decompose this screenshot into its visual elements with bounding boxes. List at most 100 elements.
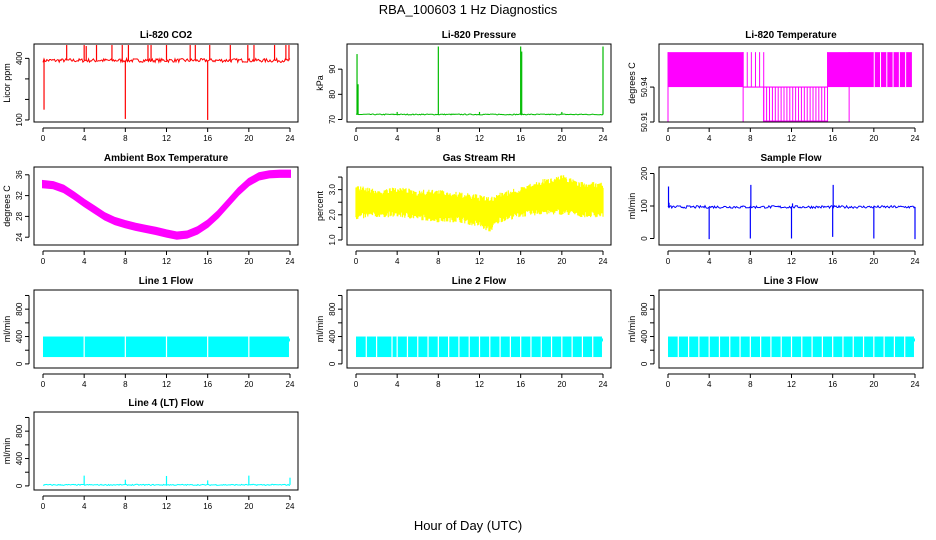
gap-mark: [687, 336, 690, 358]
gap-mark: [770, 336, 772, 358]
data-series: [355, 46, 604, 116]
panel-9: Line 4 (LT) Flow ml/min 0 4 8 12 16 20 24 0 400 800: [2, 398, 299, 511]
y-tick-label: 200: [640, 166, 649, 180]
gap-mark: [873, 336, 875, 358]
x-tick-label: 8: [436, 134, 441, 143]
y-axis-label: ml/min: [627, 193, 637, 220]
figure-title: RBA_100603 1 Hz Diagnostics: [378, 2, 558, 17]
y-axis-label: degrees C: [2, 185, 12, 227]
panel-7: Line 2 Flow ml/min 0 4 8 12 16 20 24 0 400 800: [315, 276, 612, 389]
x-tick-label: 12: [787, 380, 796, 389]
x-tick-label: 12: [475, 257, 484, 266]
y-axis-label: degrees C: [627, 62, 637, 104]
plot-frame: [658, 289, 924, 369]
panel-6: Line 1 Flow ml/min 0 4 8 12 16 20 24 0 400 800: [2, 276, 299, 389]
y-tick-label: 0: [15, 361, 24, 366]
data-series: [668, 336, 915, 358]
y-axis-label: kPa: [315, 75, 325, 91]
panel-5: Sample Flow ml/min 0 4 8 12 16 20 24 0 100 200: [627, 153, 924, 266]
panel-3: Ambient Box Temperature degrees C 0 4 8 12 16 2…: [2, 153, 299, 266]
x-tick-label: 16: [203, 257, 212, 266]
y-tick-label: 400: [640, 329, 649, 343]
y-tick-label: 24: [15, 232, 24, 241]
y-tick-label: 400: [15, 51, 24, 65]
gap-mark: [801, 336, 803, 358]
x-tick-label: 0: [666, 257, 671, 266]
gap-mark: [520, 336, 522, 358]
x-tick-label: 20: [869, 134, 878, 143]
x-tick-label: 0: [666, 134, 671, 143]
x-tick-label: 12: [787, 134, 796, 143]
gap-mark: [396, 336, 398, 358]
data-series: [43, 336, 290, 358]
y-tick-label: 800: [640, 302, 649, 316]
panel-title: Li-820 Pressure: [442, 30, 517, 41]
gap-mark: [499, 336, 501, 358]
gap-mark: [862, 336, 865, 358]
y-tick-label: 80: [328, 89, 337, 98]
gap-mark: [83, 336, 85, 358]
plot-frame: [33, 43, 299, 123]
y-tick-label: 2.0: [328, 209, 337, 221]
x-tick-label: 20: [244, 134, 253, 143]
x-tick-label: 4: [82, 380, 87, 389]
y-tick-label: 0: [640, 236, 649, 241]
gap-mark: [375, 336, 378, 358]
x-tick-label: 20: [244, 502, 253, 511]
gap-mark: [883, 336, 885, 358]
gap-mark: [581, 336, 584, 358]
gap-mark: [468, 336, 470, 358]
x-tick-label: 24: [599, 257, 608, 266]
gap-mark: [729, 336, 731, 358]
series-band: [42, 169, 291, 240]
series-line: [42, 56, 291, 64]
x-tick-label: 4: [707, 134, 712, 143]
y-tick-label: 36: [15, 170, 24, 179]
panel-2: Li-820 Temperature degrees C 0 4 8 12 16 20 24 50…: [627, 30, 924, 143]
level-band: [827, 52, 850, 88]
panel-title: Sample Flow: [760, 153, 821, 164]
panel-title: Line 4 (LT) Flow: [128, 398, 204, 409]
plot-frame: [33, 411, 299, 491]
gap-mark: [677, 336, 679, 358]
gap-mark: [698, 336, 700, 358]
y-tick-label: 3.0: [328, 184, 337, 196]
gap-mark: [708, 336, 710, 358]
gap-mark: [417, 336, 419, 358]
x-tick-label: 8: [123, 502, 128, 511]
panel-title: Ambient Box Temperature: [104, 153, 229, 164]
x-tick-label: 0: [41, 380, 46, 389]
x-tick-label: 8: [123, 134, 128, 143]
x-tick-label: 16: [203, 134, 212, 143]
y-tick-label: 400: [15, 329, 24, 343]
gap-mark: [821, 336, 823, 358]
x-tick-label: 24: [911, 257, 920, 266]
plot-frame: [346, 43, 612, 123]
x-tick-label: 16: [516, 134, 525, 143]
x-tick-label: 16: [828, 134, 837, 143]
x-tick-label: 0: [354, 257, 359, 266]
y-tick-label: 0: [640, 361, 649, 366]
x-tick-label: 4: [395, 134, 400, 143]
data-series: [667, 184, 916, 240]
gap-mark: [248, 336, 250, 358]
x-tick-label: 0: [41, 134, 46, 143]
y-tick-label: 100: [640, 199, 649, 213]
x-tick-label: 12: [162, 257, 171, 266]
x-tick-label: 24: [599, 134, 608, 143]
panel-1: Li-820 Pressure kPa 0 4 8 12 16 20 24 70 80 90: [315, 30, 612, 143]
data-series: [42, 475, 291, 487]
panel-title: Line 1 Flow: [139, 276, 194, 287]
x-tick-label: 20: [869, 257, 878, 266]
gap-mark: [790, 336, 793, 358]
gap-mark: [437, 336, 439, 358]
panel-0: Li-820 CO2 Licor ppm 0 4 8 12 16 20 24 100 400: [2, 30, 299, 143]
x-tick-label: 8: [748, 134, 753, 143]
x-tick-label: 4: [707, 380, 712, 389]
gap-mark: [749, 336, 751, 358]
x-tick-label: 12: [162, 134, 171, 143]
x-tick-label: 24: [599, 380, 608, 389]
x-tick-label: 12: [475, 134, 484, 143]
plot-frame: [33, 289, 299, 369]
x-tick-label: 0: [354, 134, 359, 143]
